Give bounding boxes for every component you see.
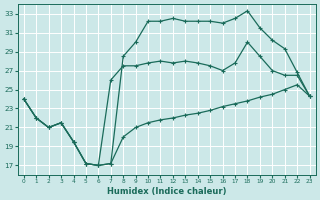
X-axis label: Humidex (Indice chaleur): Humidex (Indice chaleur) [107,187,227,196]
